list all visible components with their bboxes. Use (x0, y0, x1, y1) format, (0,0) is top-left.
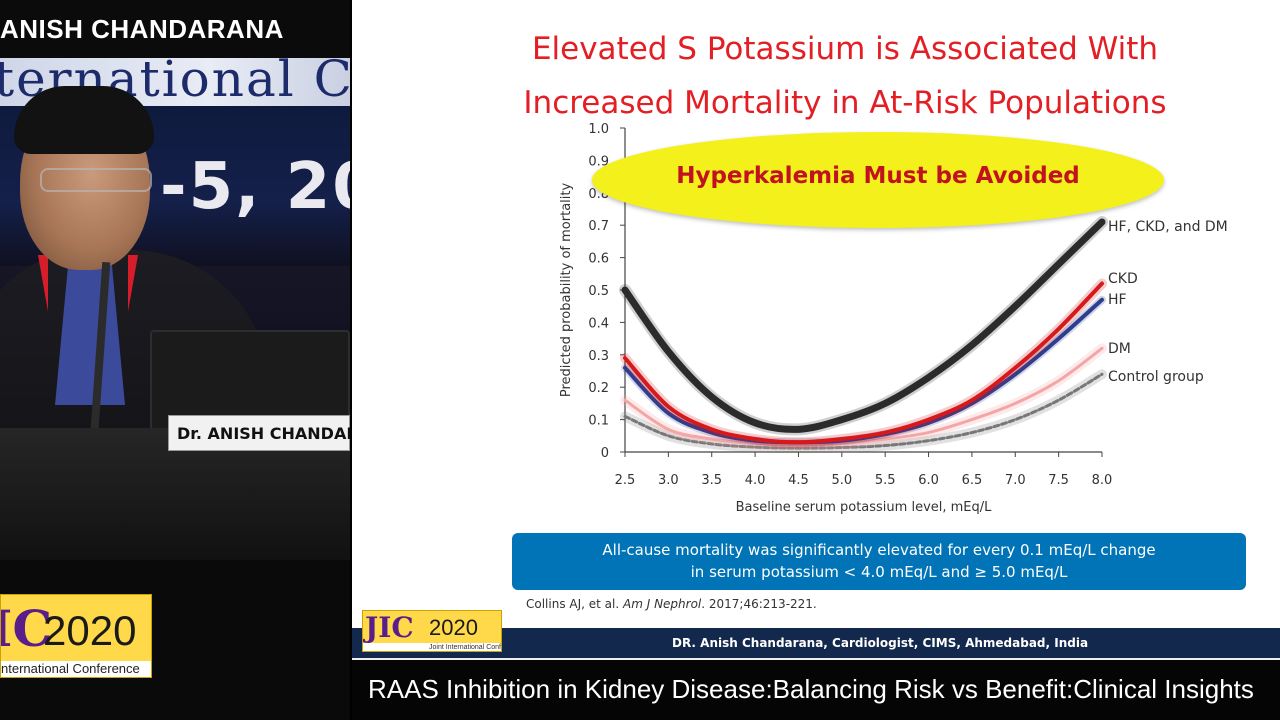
series-line (623, 281, 1104, 445)
x-tick-label: 8.0 (1092, 473, 1113, 488)
logo-main: IC (1, 599, 53, 658)
x-tick-label: 7.5 (1048, 473, 1069, 488)
ticker-text: RAAS Inhibition in Kidney Disease:Balanc… (368, 674, 1254, 704)
speaker-name-bar: ANISH CHANDARANA (0, 0, 350, 58)
presentation-slide: Elevated S Potassium is Associated With … (352, 0, 1280, 628)
slide-logo-year: 2020 (429, 615, 478, 640)
x-tick-label: 5.0 (831, 473, 852, 488)
series-line (623, 346, 1104, 448)
callout-text: Hyperkalemia Must be Avoided (676, 163, 1080, 189)
chart-axes: 00.10.20.30.40.50.60.70.80.91.02.5 3.0 3.5… (588, 122, 1112, 488)
speaker-glasses (40, 168, 152, 192)
slide-title-line1: Elevated S Potassium is Associated With (531, 31, 1159, 67)
hyperkalemia-callout: Hyperkalemia Must be Avoided (592, 132, 1164, 228)
y-tick-label: 0 (601, 446, 609, 461)
nameplate-text: Dr. ANISH CHANDARA (177, 424, 350, 443)
banner-dates: -5, 20 (160, 150, 350, 224)
citation-journal: Am J Nephrol (623, 597, 702, 611)
series-label-hf: HF (1108, 292, 1127, 308)
y-tick-label: 0.3 (588, 349, 609, 364)
slide-title-line2: Increased Mortality in At-Risk Populatio… (523, 85, 1167, 121)
title-ticker: RAAS Inhibition in Kidney Disease:Balanc… (352, 658, 1280, 720)
y-tick-label: 0.2 (588, 381, 609, 396)
summary-line2: in serum potassium < 4.0 mEq/L and ≥ 5.0… (690, 563, 1068, 581)
slide-logo-main: JIC (365, 611, 414, 644)
series-line (623, 372, 1104, 450)
summary-line1: All-cause mortality was significantly el… (602, 541, 1156, 559)
y-tick-label: 0.6 (588, 252, 609, 267)
series-label-hf-ckd-dm: HF, CKD, and DM (1108, 219, 1228, 235)
y-tick-label: 0.7 (588, 219, 609, 234)
citation: Collins AJ, et al. Am J Nephrol. 2017;46… (526, 597, 817, 611)
chart-labels: Baseline serum potassium level, mEq/L Pre… (559, 183, 1228, 515)
logo-year: 2020 (43, 607, 137, 654)
chart-series (619, 215, 1108, 454)
x-tick-label: 6.0 (918, 473, 939, 488)
y-tick-label: 0.1 (588, 414, 609, 429)
series-line (621, 218, 1106, 433)
speaker-video-panel: ternational Co -5, 20 Dr. ANISH CHANDARA… (0, 0, 350, 720)
logo-subtitle: nternational Conference (1, 661, 151, 677)
series-label-ckd: CKD (1108, 271, 1138, 287)
x-tick-label: 7.0 (1005, 473, 1026, 488)
summary-text: All-cause mortality was significantly el… (512, 539, 1246, 583)
x-tick-label: 3.5 (701, 473, 722, 488)
speaker-name: ANISH CHANDARANA (0, 14, 284, 44)
y-tick-label: 1.0 (588, 122, 609, 137)
series-label-control: Control group (1108, 369, 1204, 385)
series-label-dm: DM (1108, 341, 1131, 357)
x-tick-label: 4.5 (788, 473, 809, 488)
citation-authors: Collins AJ, et al. (526, 597, 623, 611)
x-tick-label: 6.5 (962, 473, 983, 488)
y-axis-label: Predicted probability of mortality (559, 183, 574, 398)
x-tick-label: 3.0 (658, 473, 679, 488)
summary-box: All-cause mortality was significantly el… (512, 533, 1246, 590)
conference-logo-left: IC 2020 nternational Conference (0, 594, 152, 678)
speaker-credit: DR. Anish Chandarana, Cardiologist, CIMS… (672, 636, 1089, 650)
panel-divider (350, 0, 352, 720)
x-axis-label: Baseline serum potassium level, mEq/L (736, 500, 993, 515)
slide-title: Elevated S Potassium is Associated With … (352, 22, 1280, 130)
conference-logo-slide: JIC 2020 Joint International Conference (362, 610, 502, 652)
x-tick-label: 5.5 (875, 473, 896, 488)
y-tick-label: 0.4 (588, 316, 609, 331)
x-tick-label: 4.0 (745, 473, 766, 488)
speaker-hair (14, 86, 154, 154)
credit-bar: DR. Anish Chandarana, Cardiologist, CIMS… (352, 628, 1280, 658)
x-tick-label: 2.5 (615, 473, 636, 488)
mortality-chart: 00.10.20.30.40.50.60.70.80.91.02.5 3.0 3.5… (559, 122, 1228, 515)
citation-details: . 2017;46:213-221. (701, 597, 817, 611)
podium-nameplate: Dr. ANISH CHANDARA (168, 415, 350, 451)
y-tick-label: 0.5 (588, 284, 609, 299)
conference-banner: ternational Co (0, 58, 350, 106)
slide-logo-subtitle: Joint International Conference (363, 643, 501, 651)
